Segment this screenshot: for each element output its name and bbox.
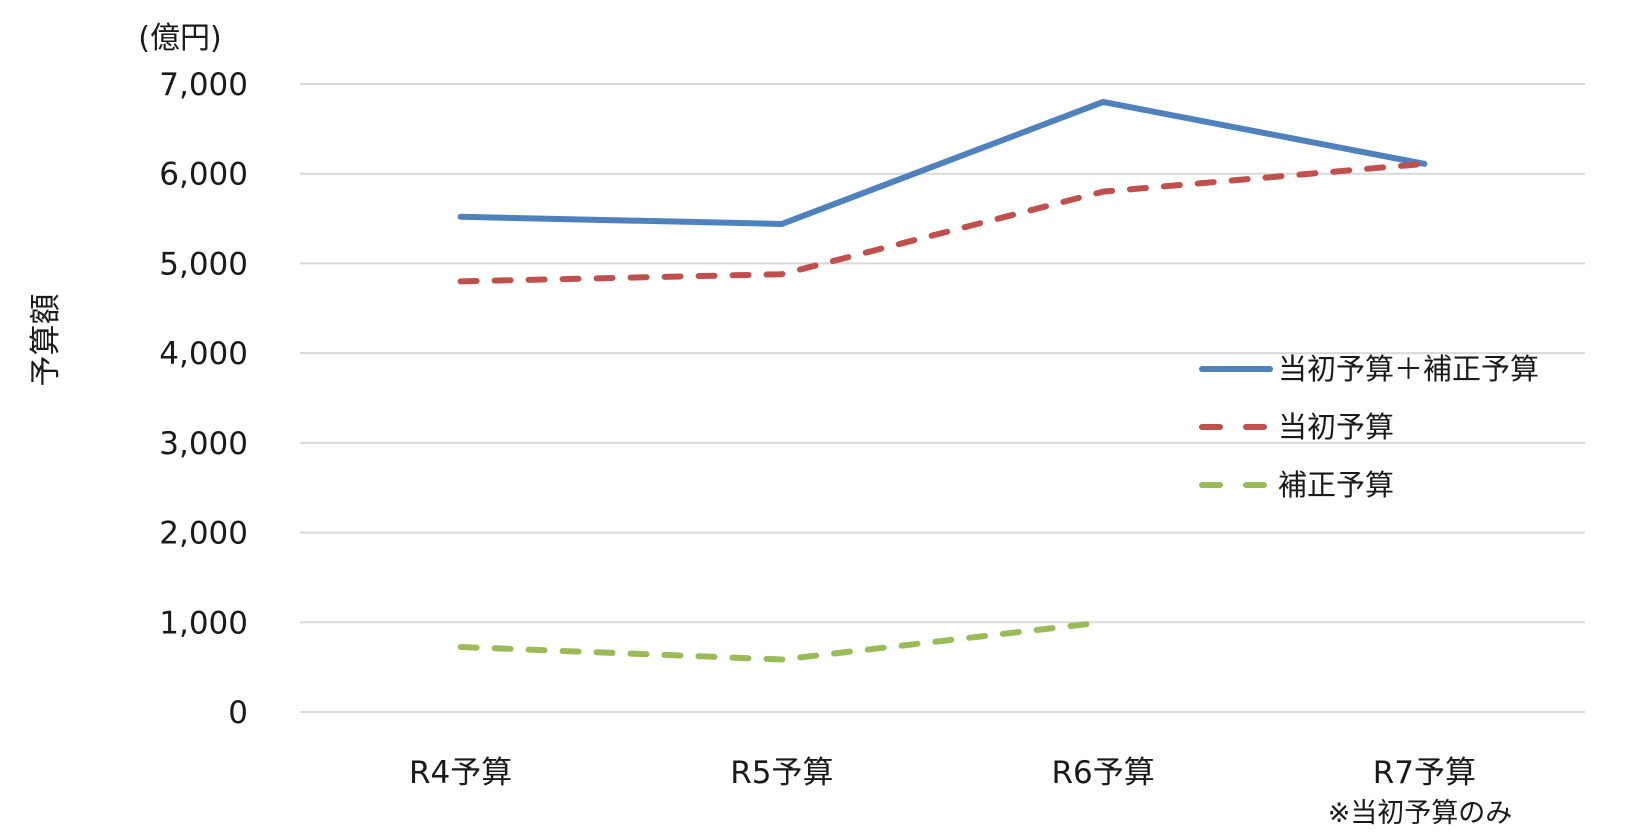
y-tick-label: 7,000 — [159, 67, 248, 103]
legend-label-2: 補正予算 — [1278, 468, 1394, 502]
x-tick-label: R7予算 — [1373, 755, 1476, 791]
series-line-1 — [457, 160, 1428, 285]
series-line-2 — [457, 619, 1107, 663]
category-note: ※当初予算のみ — [1328, 798, 1513, 829]
x-tick-label: R4予算 — [409, 755, 512, 791]
y-tick-label: 3,000 — [159, 426, 248, 462]
legend-label-1: 当初予算 — [1278, 410, 1394, 444]
y-tick-label: 0 — [228, 695, 248, 731]
y-tick-label: 2,000 — [159, 516, 248, 552]
legend-label-0: 当初予算＋補正予算 — [1278, 352, 1539, 386]
x-tick-label: R5予算 — [730, 755, 833, 791]
series-lines — [457, 98, 1428, 663]
series-line-0 — [457, 98, 1428, 227]
y-tick-label: 4,000 — [159, 336, 248, 372]
y-axis-ticks: 0 1,000 2,000 3,000 4,000 5,000 6,000 7,000 — [159, 67, 248, 731]
unit-label: (億円) — [138, 21, 221, 56]
y-axis-label: 予算額 — [28, 294, 64, 387]
y-tick-label: 5,000 — [159, 246, 248, 282]
gridlines — [300, 83, 1585, 713]
y-tick-label: 1,000 — [159, 605, 248, 641]
y-tick-label: 6,000 — [159, 157, 248, 193]
x-tick-label: R6予算 — [1051, 755, 1154, 791]
x-axis-ticks: R4予算 R5予算 R6予算 R7予算 — [409, 755, 1476, 791]
